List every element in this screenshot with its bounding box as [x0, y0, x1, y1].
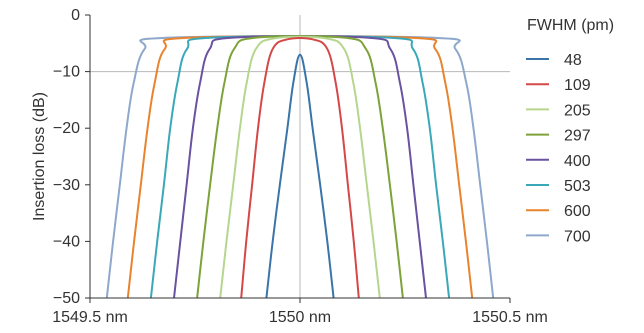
grid-lines	[90, 15, 510, 298]
legend-label-205: 205	[564, 102, 591, 119]
y-tick-label: −10	[53, 64, 80, 81]
series-line-109	[240, 37, 360, 299]
legend-label-600: 600	[564, 203, 591, 220]
y-axis-title: Insertion loss (dB)	[31, 92, 48, 221]
x-tick-label: 1549.5 nm	[52, 309, 128, 326]
y-tick-label: 0	[71, 7, 80, 24]
y-tick-label: −50	[53, 290, 80, 307]
legend-title: FWHM (pm)	[527, 17, 614, 34]
x-tick-label: 1550.5 nm	[472, 309, 548, 326]
tick-labels: 0 −10 −20 −30 −40 −50 1549.5 nm 1550 nm 1550.5 n…	[52, 7, 548, 326]
legend-label-48: 48	[564, 52, 582, 69]
legend-label-503: 503	[564, 178, 591, 195]
y-tick-label: −20	[53, 120, 80, 137]
series-line-48	[265, 53, 335, 299]
y-tick-label: −30	[53, 177, 80, 194]
series-line-205	[219, 35, 381, 299]
legend-label-400: 400	[564, 153, 591, 170]
legend-label-297: 297	[564, 128, 591, 145]
y-tick-label: −40	[53, 233, 80, 250]
legend-label-109: 109	[564, 77, 591, 94]
x-tick-label: 1550 nm	[269, 309, 331, 326]
series-curves	[105, 35, 495, 299]
legend-label-700: 700	[564, 228, 591, 245]
legend: FWHM (pm) 48 109 205 297 400 503 600 700	[526, 17, 614, 245]
